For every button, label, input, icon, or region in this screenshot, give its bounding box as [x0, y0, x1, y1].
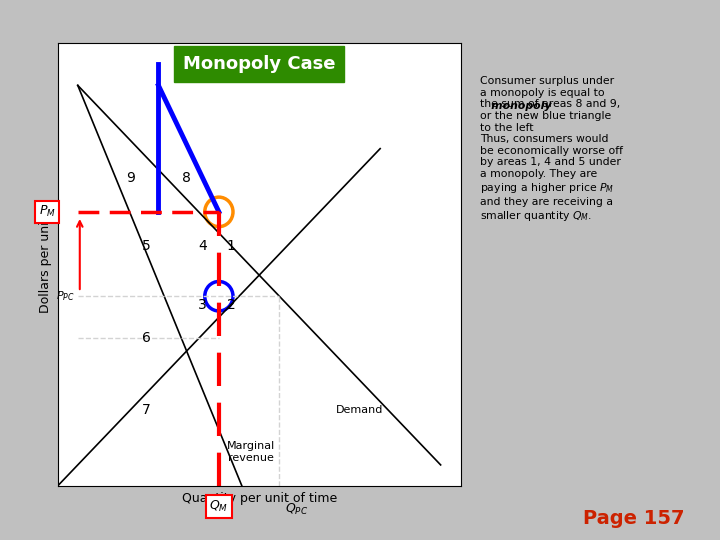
Text: 6: 6: [142, 332, 150, 346]
Text: $Q_M$: $Q_M$: [210, 498, 228, 514]
Text: 4: 4: [199, 239, 207, 253]
Text: 2: 2: [227, 298, 235, 312]
Text: $Q_{PC}$: $Q_{PC}$: [285, 502, 309, 517]
Text: Monopoly Case: Monopoly Case: [183, 55, 336, 73]
Text: $P_M$: $P_M$: [39, 204, 55, 219]
Text: 5: 5: [142, 239, 150, 253]
X-axis label: Quantity per unit of time: Quantity per unit of time: [181, 491, 337, 504]
Text: monopoly: monopoly: [480, 102, 552, 111]
Text: Page 157: Page 157: [583, 509, 684, 528]
Y-axis label: Dollars per unit: Dollars per unit: [39, 217, 52, 313]
Text: Consumer surplus under
a monopoly is equal to
the sum of areas 8 and 9,
or the n: Consumer surplus under a monopoly is equ…: [480, 76, 623, 222]
Text: Demand: Demand: [336, 405, 384, 415]
Text: 3: 3: [199, 298, 207, 312]
Text: 1: 1: [227, 239, 235, 253]
Text: 8: 8: [182, 171, 191, 185]
Text: 9: 9: [126, 171, 135, 185]
Text: $P_{PC}$: $P_{PC}$: [56, 289, 75, 303]
Text: 7: 7: [142, 403, 150, 417]
Text: Marginal
revenue: Marginal revenue: [227, 442, 275, 463]
